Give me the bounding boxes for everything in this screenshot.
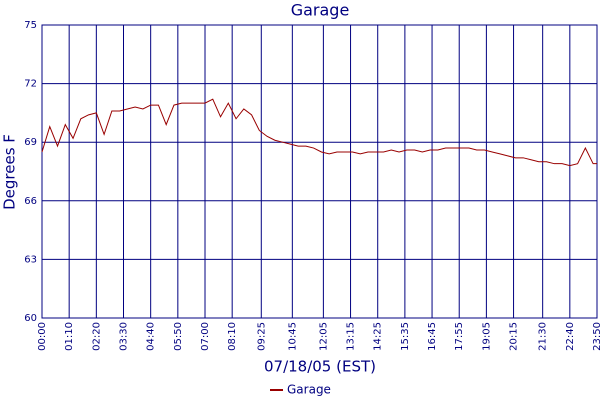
x-tick-label: 12:05: [318, 322, 329, 351]
x-tick-label: 04:40: [146, 322, 157, 351]
x-tick-label: 13:15: [346, 322, 357, 351]
x-axis-label: 07/18/05 (EST): [264, 358, 376, 376]
chart-title: Garage: [291, 1, 350, 20]
x-tick-label: 10:45: [287, 322, 298, 351]
legend-label: Garage: [287, 383, 331, 397]
x-tick-label: 19:05: [481, 322, 492, 351]
x-tick-label: 03:30: [119, 322, 130, 351]
y-axis-label: Degrees F: [1, 134, 19, 210]
x-tick-label: 16:45: [427, 322, 438, 351]
x-tick-label: 05:50: [173, 322, 184, 351]
x-tick-label: 23:50: [592, 322, 600, 351]
x-tick-label: 22:40: [565, 322, 576, 351]
y-tick-label: 63: [24, 254, 37, 265]
x-tick-label: 02:20: [91, 322, 102, 351]
y-tick-label: 72: [24, 79, 37, 90]
x-tick-label: 15:35: [400, 322, 411, 351]
x-tick-label: 09:25: [256, 322, 267, 351]
y-tick-label: 66: [24, 196, 37, 207]
series-line: [41, 98, 597, 167]
x-tick-label: 20:15: [509, 322, 520, 351]
x-tick-label: 07:00: [200, 322, 211, 351]
x-tick-label: 14:25: [373, 322, 384, 351]
plot-area: [41, 24, 598, 319]
x-tick-label: 01:10: [64, 322, 75, 351]
x-tick-label: 00:00: [37, 322, 48, 351]
y-tick-label: 60: [24, 313, 37, 324]
y-tick-label: 75: [24, 20, 37, 31]
x-tick-label: 17:55: [454, 322, 465, 351]
x-tick-label: 21:30: [538, 322, 549, 351]
y-tick-label: 69: [24, 137, 37, 148]
x-tick-label: 08:10: [227, 322, 238, 351]
